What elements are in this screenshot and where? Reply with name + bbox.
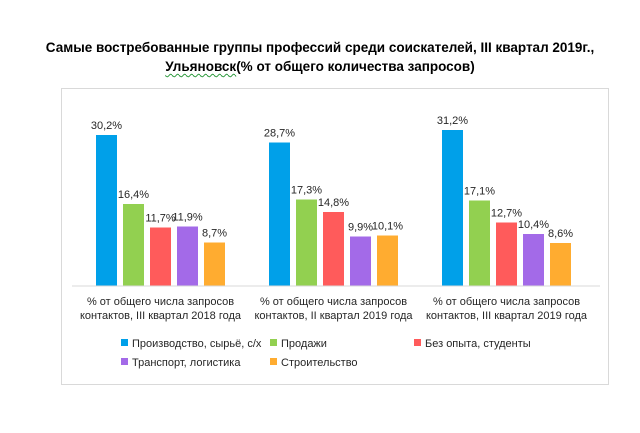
bar-4-3 [523, 234, 544, 286]
bar-2-2 [296, 199, 317, 286]
data-label-1-3: 31,2% [437, 115, 468, 127]
legend-swatch-5 [270, 358, 277, 365]
data-label-5-1: 8,7% [202, 228, 227, 240]
data-label-2-3: 17,1% [464, 186, 495, 198]
bars-group [96, 130, 571, 286]
legend-label-3: Без опыта, студенты [425, 338, 531, 350]
category-label-1-line-2: контактов, III квартал 2018 года [80, 310, 242, 322]
legend-swatch-2 [270, 339, 277, 346]
legend: Производство, сырьё, с/х Продажи Без опыта… [121, 338, 531, 369]
bar-1-2 [269, 142, 290, 286]
category-label-2-line-2: контактов, II квартал 2019 года [255, 310, 414, 322]
bar-1-1 [96, 135, 117, 286]
legend-swatch-1 [121, 339, 128, 346]
legend-label-4: Транспорт, логистика [132, 357, 241, 369]
value-labels-group: 30,2% 28,7% 31,2% 16,4% 17,3% 17,1% 11,7% 14,8%… [91, 115, 573, 240]
bar-4-2 [350, 236, 371, 286]
bar-3-2 [323, 212, 344, 286]
legend-label-5: Строительство [281, 357, 358, 369]
bar-5-1 [204, 242, 225, 286]
title-line-2: Ульяновск(% от общего количества запросо… [0, 57, 640, 76]
category-label-1-line-1: % от общего числа запросов [87, 296, 234, 308]
data-label-3-1: 11,7% [145, 213, 176, 225]
data-label-2-1: 16,4% [118, 189, 149, 201]
data-label-3-3: 12,7% [491, 208, 522, 220]
data-label-3-2: 14,8% [318, 197, 349, 209]
data-label-5-2: 10,1% [372, 221, 403, 233]
legend-label-1: Производство, сырьё, с/х [132, 338, 262, 350]
data-label-4-2: 9,9% [348, 222, 373, 234]
legend-label-2: Продажи [281, 338, 327, 350]
data-label-5-3: 8,6% [548, 228, 573, 240]
data-label-4-3: 10,4% [518, 219, 549, 231]
bar-5-3 [550, 243, 571, 286]
category-label-3-line-2: контактов, III квартал 2019 года [426, 310, 588, 322]
title-rest: (% от общего количества запросов) [236, 59, 475, 74]
bar-2-1 [123, 204, 144, 286]
category-label-3-line-1: % от общего числа запросов [433, 296, 580, 308]
data-label-1-2: 28,7% [264, 128, 295, 140]
data-label-1-1: 30,2% [91, 120, 122, 132]
data-label-4-1: 11,9% [172, 212, 203, 224]
bar-5-2 [377, 235, 398, 286]
chart-title: Самые востребованные группы профессий ср… [0, 38, 640, 76]
bar-4-1 [177, 226, 198, 286]
title-line-1: Самые востребованные группы профессий ср… [45, 40, 595, 55]
bar-1-3 [442, 130, 463, 286]
bar-3-1 [150, 227, 171, 286]
bar-2-3 [469, 200, 490, 286]
legend-swatch-4 [121, 358, 128, 365]
legend-swatch-3 [414, 339, 421, 346]
data-label-2-2: 17,3% [291, 185, 322, 197]
category-label-2-line-1: % от общего числа запросов [260, 296, 407, 308]
category-labels-group: % от общего числа запросов контактов, III… [80, 296, 588, 322]
plot-area-border [61, 88, 609, 385]
bar-3-3 [496, 222, 517, 286]
title-place: Ульяновск [165, 59, 237, 74]
